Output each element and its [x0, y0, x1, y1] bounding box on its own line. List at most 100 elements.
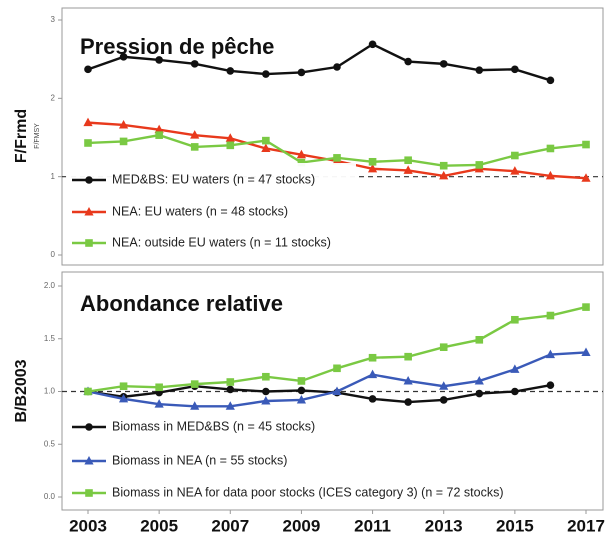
marker: [85, 489, 93, 497]
marker: [367, 163, 378, 173]
x-tick-label: 2003: [69, 516, 107, 535]
marker: [83, 117, 93, 127]
marker: [582, 140, 590, 149]
panel-title: Pression de pêche: [80, 34, 274, 59]
panel-title: Abondance relative: [80, 291, 283, 316]
marker: [84, 207, 94, 216]
y-tick-label: 0: [51, 250, 56, 259]
y-tick-label: 1.5: [44, 334, 56, 343]
marker: [297, 68, 306, 77]
marker: [226, 385, 235, 394]
marker: [404, 352, 412, 361]
marker: [368, 157, 377, 166]
marker: [439, 396, 448, 404]
marker: [190, 130, 200, 139]
marker: [475, 389, 484, 398]
marker: [119, 137, 128, 146]
y-axis-label: F/Frmd: [13, 109, 30, 163]
legend-label: Biomass in NEA (n = 55 stocks): [112, 453, 287, 467]
y-axis-sublabel: F/FMSY: [34, 123, 41, 149]
legend-box: [66, 410, 590, 508]
marker: [296, 149, 307, 159]
y-tick-label: 3: [51, 15, 56, 24]
marker: [84, 387, 92, 396]
marker: [333, 364, 341, 373]
x-tick-label: 2005: [140, 516, 178, 535]
marker: [261, 143, 271, 152]
x-tick-label: 2017: [567, 516, 605, 535]
marker: [119, 382, 128, 391]
marker: [546, 76, 555, 85]
marker: [581, 173, 591, 182]
marker: [510, 364, 520, 373]
marker: [190, 143, 199, 151]
marker: [545, 170, 556, 180]
marker: [475, 336, 484, 344]
marker: [85, 423, 93, 431]
legend-label: NEA: outside EU waters (n = 11 stocks): [112, 235, 331, 249]
marker: [474, 375, 484, 385]
marker: [511, 387, 519, 396]
marker: [119, 53, 128, 61]
y-tick-label: 2.0: [44, 281, 56, 290]
x-tick-label: 2009: [283, 516, 321, 535]
legend-label: NEA: EU waters (n = 48 stocks): [112, 204, 288, 218]
legend-label: Biomass in NEA for data poor stocks (ICE…: [112, 485, 503, 499]
marker: [154, 399, 164, 408]
marker: [475, 161, 484, 169]
marker: [225, 401, 235, 410]
marker: [403, 165, 413, 174]
legend-box: [66, 163, 356, 258]
marker: [297, 377, 306, 385]
marker: [118, 119, 129, 129]
marker: [511, 315, 519, 324]
marker: [226, 141, 235, 150]
marker: [226, 67, 235, 75]
marker: [404, 156, 412, 165]
marker: [261, 395, 271, 405]
marker: [84, 139, 92, 147]
marker: [84, 456, 94, 465]
marker: [367, 369, 378, 379]
marker: [190, 60, 199, 68]
marker: [546, 381, 555, 389]
marker: [546, 311, 555, 320]
marker: [368, 353, 377, 362]
x-tick-label: 2011: [354, 516, 391, 535]
marker: [581, 347, 591, 356]
marker: [154, 124, 164, 134]
y-tick-label: 0.0: [44, 492, 56, 501]
marker: [582, 303, 590, 311]
marker: [439, 343, 448, 351]
marker: [333, 154, 341, 162]
x-tick-label: 2015: [496, 516, 534, 535]
marker: [546, 144, 555, 153]
marker: [333, 63, 341, 71]
marker: [403, 375, 413, 385]
x-tick-label: 2013: [425, 516, 463, 535]
marker: [190, 380, 199, 388]
marker: [368, 40, 377, 49]
marker: [439, 60, 448, 68]
marker: [297, 158, 306, 167]
marker: [511, 65, 519, 74]
marker: [155, 131, 163, 139]
y-axis-label: B/B2003: [13, 359, 30, 422]
marker: [225, 133, 235, 142]
marker: [332, 386, 342, 395]
marker: [404, 398, 412, 406]
y-tick-label: 1.0: [44, 387, 56, 396]
marker: [297, 386, 306, 395]
marker: [368, 395, 377, 403]
marker: [439, 381, 449, 390]
series-line: [87, 42, 551, 82]
marker: [262, 387, 270, 396]
x-tick-label: 2007: [211, 516, 249, 535]
y-tick-label: 1: [51, 172, 56, 181]
marker: [262, 70, 270, 78]
marker: [439, 161, 448, 170]
legend-label: MED&BS: EU waters (n = 47 stocks): [112, 172, 315, 186]
marker: [85, 239, 93, 247]
marker: [296, 394, 307, 404]
